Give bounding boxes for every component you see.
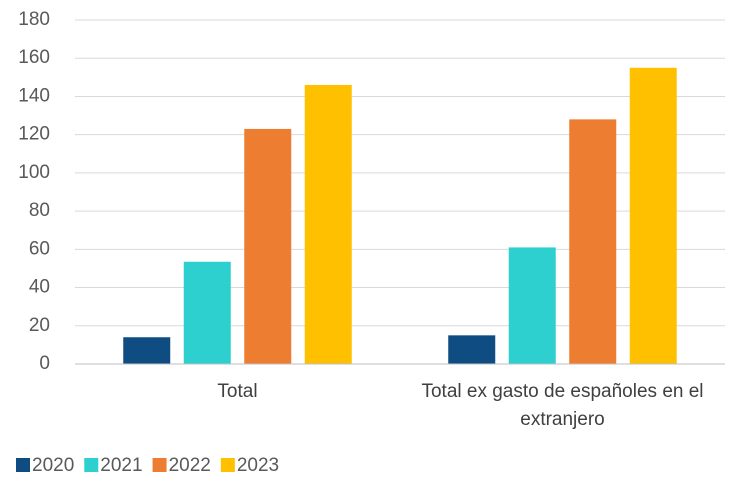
y-tick-label: 80 xyxy=(29,200,50,221)
legend-swatch xyxy=(16,458,30,472)
bar xyxy=(569,119,617,364)
y-tick-label: 0 xyxy=(39,353,50,374)
y-tick-label: 180 xyxy=(18,9,50,30)
legend-swatch xyxy=(152,458,167,472)
bar xyxy=(508,247,556,364)
x-tick-label: Total ex gasto de españoles en el extran… xyxy=(421,381,704,430)
y-tick-label: 20 xyxy=(29,315,50,336)
legend-label: 2021 xyxy=(100,455,142,476)
y-tick-label: 120 xyxy=(18,124,50,145)
legend-label: 2023 xyxy=(237,455,279,476)
y-tick-label: 140 xyxy=(18,85,50,106)
y-tick-label: 100 xyxy=(18,162,50,183)
x-tick-label: Total xyxy=(217,381,258,402)
bar xyxy=(304,84,352,364)
legend-swatch xyxy=(220,458,235,472)
y-tick-label: 60 xyxy=(29,238,50,259)
bar xyxy=(629,67,677,365)
bar xyxy=(244,128,292,364)
bar xyxy=(123,337,171,364)
y-tick-label: 40 xyxy=(29,277,50,298)
bar xyxy=(448,335,496,364)
legend-label: 2022 xyxy=(169,455,211,476)
legend-swatch xyxy=(84,458,99,472)
y-tick-label: 160 xyxy=(18,47,50,68)
bar xyxy=(183,261,231,364)
legend-label: 2020 xyxy=(32,455,74,476)
